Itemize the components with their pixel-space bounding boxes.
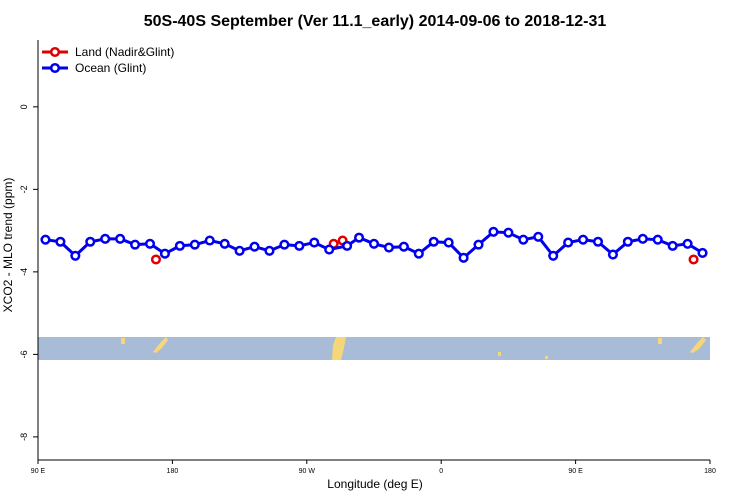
point	[578, 234, 589, 245]
x-tick-label: 90 E	[31, 468, 46, 475]
point	[473, 239, 484, 250]
point	[413, 248, 424, 259]
legend-marker	[49, 46, 61, 58]
point	[488, 226, 499, 237]
legend-label: Ocean (Glint)	[75, 61, 146, 75]
point	[354, 232, 365, 243]
point	[667, 240, 678, 251]
point	[342, 240, 353, 251]
point	[130, 239, 141, 250]
point	[189, 239, 200, 250]
chart-title: 50S-40S September (Ver 11.1_early) 2014-…	[144, 13, 607, 30]
y-tick-label: 0	[19, 104, 29, 109]
point	[428, 236, 439, 247]
point	[652, 234, 663, 245]
point	[279, 239, 290, 250]
point	[204, 235, 215, 246]
x-tick-label: 0	[439, 468, 443, 475]
x-tick-label: 180	[167, 468, 179, 475]
point	[219, 238, 230, 249]
point	[548, 250, 559, 261]
point	[688, 254, 699, 265]
point	[443, 237, 454, 248]
point	[249, 241, 260, 252]
point	[368, 238, 380, 249]
point	[144, 238, 156, 249]
point	[294, 240, 305, 251]
point	[159, 248, 170, 259]
point	[324, 244, 335, 255]
point	[637, 233, 648, 244]
point	[458, 252, 469, 263]
point	[70, 250, 81, 261]
point	[309, 237, 320, 248]
point	[234, 245, 245, 256]
point	[622, 236, 633, 247]
point	[592, 236, 604, 247]
y-axis-label: XCO2 - MLO trend (ppm)	[1, 178, 15, 313]
y-tick-label: -4	[19, 268, 29, 276]
legend-label: Land (Nadir&Glint)	[75, 45, 174, 59]
point	[115, 233, 126, 244]
point	[697, 247, 708, 258]
point	[607, 249, 618, 260]
point	[682, 238, 693, 249]
y-tick-label: -2	[19, 185, 29, 193]
point	[533, 231, 544, 242]
point	[174, 240, 185, 251]
point	[383, 242, 394, 253]
point	[503, 227, 514, 238]
point	[100, 233, 111, 244]
point	[40, 234, 51, 245]
y-tick-label: -8	[19, 433, 29, 441]
land-ocean-strip	[38, 337, 710, 360]
legend-marker	[49, 62, 61, 74]
x-tick-label: 180	[704, 468, 716, 475]
point	[85, 236, 96, 247]
x-tick-label: 90 E	[568, 468, 583, 475]
point	[55, 236, 66, 247]
x-tick-label: 90 W	[299, 468, 316, 475]
point	[398, 241, 409, 252]
x-axis-label: Longitude (deg E)	[327, 477, 422, 491]
point	[150, 254, 162, 265]
point	[264, 245, 275, 256]
point	[563, 237, 574, 248]
point	[518, 234, 529, 245]
y-tick-label: -6	[19, 350, 29, 358]
